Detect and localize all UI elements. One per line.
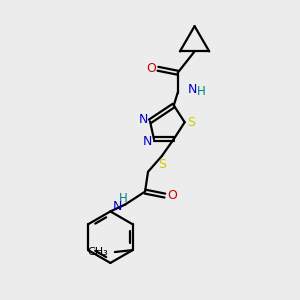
Text: O: O (146, 62, 156, 75)
Text: N: N (142, 135, 152, 148)
Text: H: H (196, 85, 205, 98)
Text: H: H (119, 192, 128, 205)
Text: N: N (138, 113, 148, 126)
Text: N: N (112, 200, 122, 213)
Text: S: S (188, 116, 196, 129)
Text: CH₃: CH₃ (87, 247, 108, 257)
Text: S: S (158, 158, 166, 171)
Text: N: N (188, 83, 197, 96)
Text: O: O (167, 189, 177, 202)
